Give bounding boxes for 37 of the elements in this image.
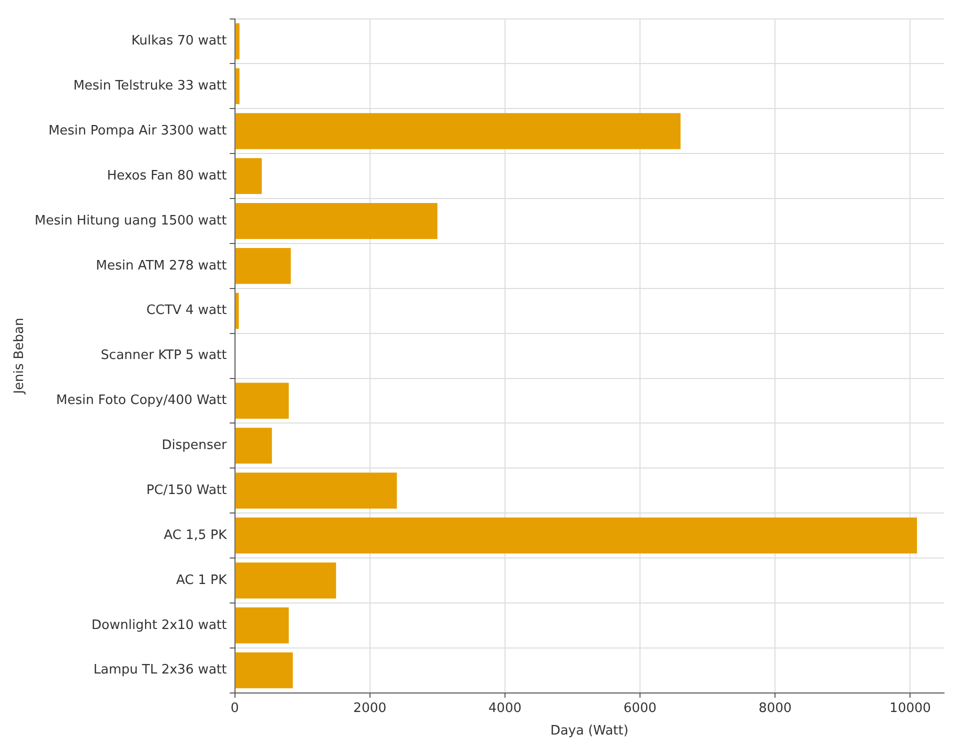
y-tick-label: Mesin Foto Copy/400 Watt xyxy=(56,393,227,408)
y-tick-label: AC 1,5 PK xyxy=(164,528,228,543)
bar xyxy=(235,518,917,554)
x-tick-label: 8000 xyxy=(758,700,792,716)
bar xyxy=(235,292,239,329)
y-axis-title: Jenis Beban xyxy=(12,318,28,395)
x-tick-label: 6000 xyxy=(623,700,657,716)
bar xyxy=(235,23,240,60)
x-axis-title: Daya (Watt) xyxy=(550,724,628,739)
x-tick-label: 2000 xyxy=(353,700,386,716)
y-tick-label: Mesin Hitung uang 1500 watt xyxy=(34,213,227,228)
bar xyxy=(235,382,289,419)
x-tick-label: 0 xyxy=(230,700,239,716)
bar xyxy=(235,472,397,509)
y-tick-label: Dispenser xyxy=(162,438,228,454)
y-tick-label: Downlight 2x10 watt xyxy=(92,618,227,633)
y-tick-label: Scanner KTP 5 watt xyxy=(100,348,227,364)
bar xyxy=(235,562,336,598)
y-tick-label: Lampu TL 2x36 watt xyxy=(94,662,227,678)
y-tick-label: CCTV 4 watt xyxy=(146,303,227,318)
bar xyxy=(235,428,272,464)
bar xyxy=(235,203,438,239)
y-tick-label: Mesin ATM 278 watt xyxy=(96,258,227,274)
y-tick-label: Kulkas 70 watt xyxy=(131,34,227,49)
bar xyxy=(235,652,293,688)
y-tick-label: Hexos Fan 80 watt xyxy=(106,168,227,184)
bar xyxy=(235,158,262,194)
x-tick-label: 10000 xyxy=(890,700,931,716)
bar xyxy=(235,607,289,644)
x-tick-label: 4000 xyxy=(488,700,522,716)
bar xyxy=(235,68,240,104)
bar xyxy=(235,113,681,150)
y-tick-label: Mesin Pompa Air 3300 watt xyxy=(48,124,227,139)
y-tick-label: Mesin Telstruke 33 watt xyxy=(73,78,227,94)
y-tick-label: PC/150 Watt xyxy=(146,482,227,498)
bar xyxy=(235,248,291,284)
y-tick-label: AC 1 PK xyxy=(176,572,228,588)
